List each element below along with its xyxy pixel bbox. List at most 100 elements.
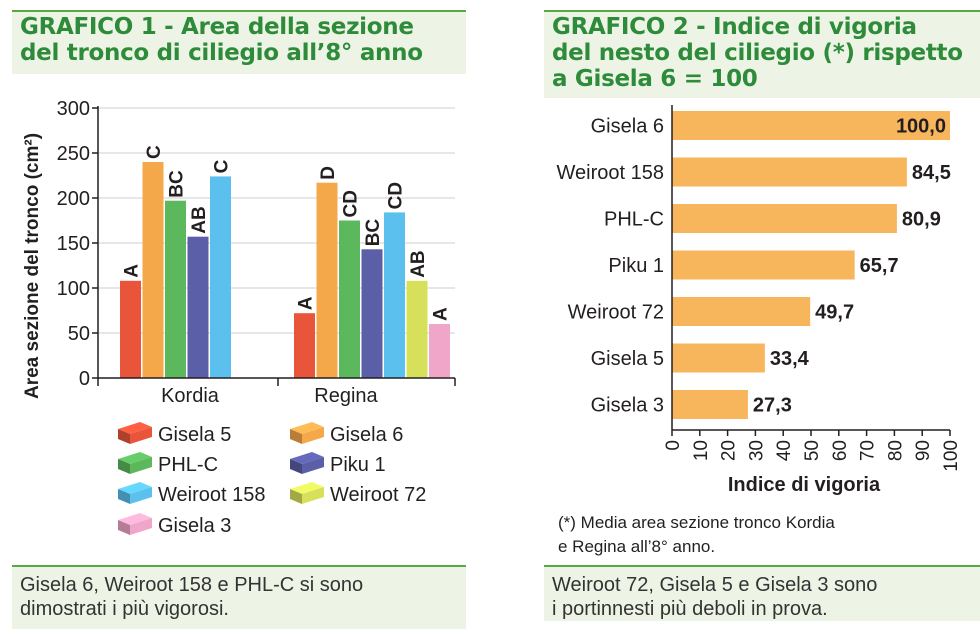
chart1-legend-item: Gisela 6 (290, 422, 403, 446)
chart2-x-axis-label: Indice di vigoria (728, 474, 881, 496)
chart1-legend-item: Weiroot 158 (118, 482, 265, 506)
chart2-footnote-line2: e Regina all’8° anno. (558, 537, 715, 556)
chart2-bar (672, 157, 907, 187)
chart1-legend-swatch-front (130, 487, 152, 504)
chart1-panel: GRAFICO 1 - Area della sezione del tronc… (0, 0, 466, 638)
chart2-value-label: 84,5 (912, 162, 951, 184)
chart1-bar (361, 249, 383, 378)
chart2-caption-box: Weiroot 72, Gisela 5 e Gisela 3 sono i p… (544, 565, 980, 621)
chart1-y-tick-label: 300 (57, 98, 90, 120)
chart2-caption-line1: Weiroot 72, Gisela 5 e Gisela 3 sono (552, 574, 878, 596)
chart1-category-label: Kordia (161, 385, 220, 407)
chart2-category-label: PHL-C (604, 209, 664, 231)
chart1-legend-swatch-front (302, 487, 324, 504)
chart1-significance-letter: C (212, 159, 233, 173)
chart2-bar (672, 250, 855, 280)
chart1-bar-chart: Area sezione del tronco (cm²) ACBCABCADC… (22, 98, 456, 537)
chart1-legend-label: PHL-C (158, 454, 218, 476)
chart1-legend-swatch-front (130, 427, 152, 444)
chart1-title: GRAFICO 1 - Area della sezione del tronc… (20, 14, 423, 66)
chart1-significance-letter: BC (167, 170, 188, 198)
chart1-legend-swatch-side (118, 489, 130, 504)
chart1-legend-swatch-top (290, 482, 324, 494)
chart1-significance-letter: A (296, 296, 317, 310)
chart1-significance-letter: C (144, 145, 165, 159)
chart1-title-line2: del tronco di ciliegio all’8° anno (20, 40, 423, 66)
chart1-significance-letter: A (431, 307, 452, 321)
chart1-caption: Gisela 6, Weiroot 158 e PHL-C si sono di… (20, 573, 363, 621)
chart2-x-tick-label: 20 (719, 440, 740, 461)
chart2-category-label: Weiroot 72 (568, 302, 664, 324)
chart2-bar (672, 204, 897, 233)
chart1-y-tick-label: 150 (57, 233, 90, 255)
chart1-y-tick-label: 50 (68, 323, 90, 345)
chart1-legend-swatch-front (302, 427, 324, 444)
chart2-category-label: Gisela 5 (591, 348, 664, 370)
chart2-x-tick-label: 80 (885, 440, 906, 461)
chart1-bar (120, 280, 141, 378)
chart1-legend-item: Weiroot 72 (290, 482, 426, 506)
chart2-horizontal-bar-chart: 100,0 84,5 80,9 65,7 49,7 33,4 27,3 Gisela 6 We… (557, 105, 962, 556)
chart2-title-line3: a Gisela 6 = 100 (552, 66, 758, 92)
chart1-bar (142, 162, 164, 378)
chart1-y-axis-label: Area sezione del tronco (cm²) (22, 133, 43, 399)
chart1-caption-box: Gisela 6, Weiroot 158 e PHL-C si sono di… (12, 565, 466, 629)
chart1-significance-letter: AB (189, 206, 210, 233)
chart1-y-tick-label: 250 (57, 143, 90, 165)
chart2-bar (672, 343, 765, 373)
chart2-value-label: 65,7 (860, 255, 899, 277)
chart2-value-label: 100,0 (896, 116, 946, 138)
chart1-y-tick-label: 100 (57, 278, 90, 300)
chart1-legend-label: Piku 1 (330, 454, 386, 476)
chart2-value-label: 80,9 (902, 209, 941, 231)
chart1-legend-swatch-side (290, 429, 302, 444)
chart2-title-line2: del nesto del ciliegio (*) rispetto (552, 40, 963, 66)
chart2-x-tick-label: 100 (941, 440, 962, 472)
chart1-legend-item: Piku 1 (290, 452, 386, 476)
chart2-title-line1: GRAFICO 2 - Indice di vigoria (552, 14, 917, 40)
chart1-title-line1: GRAFICO 1 - Area della sezione (20, 14, 414, 40)
chart1-legend-swatch-front (302, 457, 324, 474)
chart2-x-tick-label: 30 (746, 440, 767, 461)
chart1-caption-line1: Gisela 6, Weiroot 158 e PHL-C si sono (20, 574, 364, 596)
chart1-title-box: GRAFICO 1 - Area della sezione del tronc… (12, 10, 466, 74)
chart1-caption-line2: dimostrati i più vigorosi. (20, 598, 229, 620)
chart1-legend-swatch-top (118, 422, 152, 434)
chart1-legend-swatch-top (290, 422, 324, 434)
chart1-legend-label: Gisela 3 (158, 515, 231, 537)
chart2-value-label: 33,4 (770, 348, 810, 370)
chart2-category-label: Gisela 3 (591, 395, 664, 417)
chart2-category-label: Gisela 6 (591, 116, 664, 138)
chart2-bar (672, 390, 748, 419)
chart1-legend-label: Gisela 5 (158, 424, 231, 446)
chart1-legend-swatch-side (118, 520, 130, 535)
chart1-legend-swatch-top (118, 452, 152, 464)
chart1-significance-letter: AB (408, 250, 429, 277)
chart2-x-tick-label: 90 (913, 440, 934, 461)
chart2-x-tick-label: 70 (858, 440, 879, 461)
chart1-bar (429, 324, 450, 378)
chart1-bar (210, 176, 231, 378)
chart2-x-tick-label: 40 (774, 440, 795, 461)
chart1-y-tick-label: 0 (79, 368, 90, 390)
chart1-legend-swatch-side (118, 459, 130, 474)
chart1-legend-label: Weiroot 158 (158, 484, 265, 506)
chart1-y-tick-label: 200 (57, 188, 90, 210)
chart1-legend-swatch-front (130, 518, 152, 535)
chart2-value-label: 49,7 (815, 302, 854, 324)
chart1-legend-item: PHL-C (118, 452, 218, 476)
chart1-legend-swatch-side (290, 489, 302, 504)
chart2-title-box: GRAFICO 2 - Indice di vigoria del nesto … (544, 10, 980, 98)
chart2-x-tick-label: 50 (802, 440, 823, 461)
chart2-bar (672, 297, 811, 326)
chart1-bar (165, 200, 186, 378)
chart2-footnote-line1: (*) Media area sezione tronco Kordia (558, 513, 835, 532)
chart1-bar (294, 313, 315, 378)
chart2-value-label: 27,3 (753, 395, 792, 417)
chart1-bar (316, 182, 338, 378)
chart2-title: GRAFICO 2 - Indice di vigoria del nesto … (552, 14, 963, 92)
chart1-bar (406, 280, 428, 378)
chart2-caption: Weiroot 72, Gisela 5 e Gisela 3 sono i p… (552, 573, 877, 621)
chart2-x-tick-label: 60 (830, 440, 851, 461)
chart1-significance-letter: BC (363, 219, 384, 247)
